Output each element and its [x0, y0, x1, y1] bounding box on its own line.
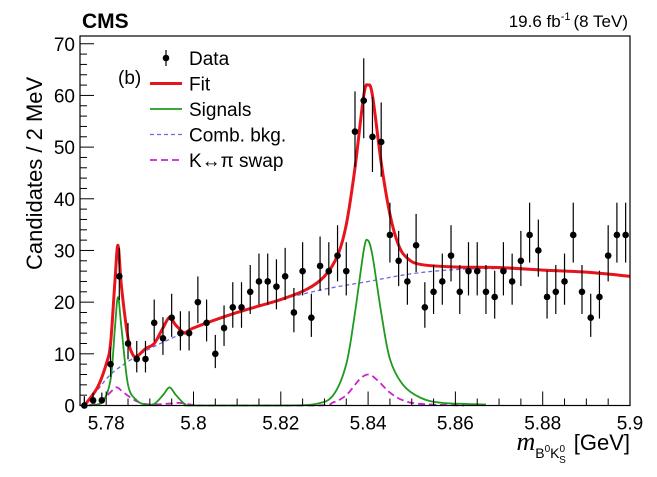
panel-label: (b) — [118, 68, 141, 89]
data-point — [500, 267, 507, 275]
legend-item: Data — [162, 49, 230, 70]
data-point — [439, 278, 446, 285]
data-point — [159, 335, 167, 342]
legend-label: Comb. bkg. — [189, 126, 286, 147]
data-point — [212, 350, 219, 358]
legend-item: Fit — [150, 75, 211, 96]
data-point — [587, 314, 595, 321]
data-point — [622, 231, 629, 239]
data-point — [255, 278, 263, 285]
x-tick-label: 5.8 — [180, 414, 206, 435]
data-point — [561, 278, 568, 285]
legend-label: Signals — [189, 100, 251, 121]
data-point — [115, 273, 123, 280]
data-point — [89, 397, 97, 404]
x-tick-label: 5.82 — [262, 414, 299, 435]
data-point — [613, 231, 621, 239]
y-tick-label: 70 — [54, 35, 75, 56]
y-axis-label: Candidates / 2 MeV — [22, 76, 47, 270]
data-point — [185, 329, 193, 337]
data-point — [430, 288, 437, 296]
data-point — [150, 319, 158, 327]
data-point — [604, 252, 612, 259]
data-point — [395, 257, 402, 265]
data-point — [194, 298, 202, 306]
data-point — [482, 288, 490, 296]
curve-comb-bkg — [83, 267, 631, 406]
legend-item: Signals — [150, 100, 251, 121]
data-point — [535, 247, 542, 254]
x-axis-label: mB0K0 S[GeV] — [516, 427, 630, 466]
data-point — [203, 319, 210, 327]
data-point — [177, 329, 184, 337]
data-point — [316, 262, 324, 270]
legend-item: K↔π swap — [150, 151, 283, 172]
plot-layer — [81, 58, 631, 409]
x-tick-label: 5.9 — [617, 414, 643, 435]
data-point — [229, 304, 237, 311]
legend: Data Fit Signals Comb. bkg. K↔π swap — [150, 49, 286, 172]
data-point — [290, 309, 298, 316]
data-point — [465, 267, 472, 275]
data-point — [325, 267, 333, 275]
data-point — [308, 314, 315, 321]
data-point — [404, 278, 411, 285]
y-tick-label: 10 — [54, 345, 75, 366]
data-point — [342, 267, 350, 275]
legend-label: Data — [189, 49, 230, 70]
x-tick-label: 5.78 — [88, 414, 125, 435]
data-point — [517, 257, 525, 265]
y-tick-label: 40 — [54, 190, 75, 211]
data-point — [377, 138, 385, 146]
data-point — [569, 231, 577, 239]
data-point — [299, 267, 306, 275]
legend-label: K↔π swap — [189, 151, 283, 172]
data-point — [168, 314, 175, 321]
data-point — [273, 283, 280, 290]
x-tick-label: 5.88 — [524, 414, 561, 435]
data-point — [596, 293, 603, 301]
data-point — [360, 97, 368, 104]
data-point — [238, 304, 245, 311]
data-point — [491, 293, 498, 301]
data-point — [552, 288, 560, 296]
data-point — [456, 288, 464, 296]
data-point — [246, 288, 254, 296]
x-tick-label: 5.86 — [437, 414, 474, 435]
data-point — [473, 267, 481, 275]
plot-frame — [79, 35, 631, 407]
data-point — [543, 293, 551, 301]
data-point — [264, 278, 271, 285]
data-point — [281, 273, 289, 280]
data-point — [386, 231, 394, 239]
data-point — [578, 288, 586, 296]
data-point — [412, 241, 420, 249]
y-tick-label: 20 — [54, 293, 75, 314]
axes: 5.78 5.8 5.82 5.84 5.86 5.88 5.9 0 10 20 30 40 50 60 7… — [54, 35, 643, 435]
legend-marker-icon — [162, 54, 170, 62]
data-point — [421, 304, 429, 311]
data-point — [526, 231, 533, 239]
luminosity-label: 19.6 fb-1 (8 TeV) — [509, 11, 628, 31]
legend-label: Fit — [189, 75, 211, 96]
data-point — [107, 360, 114, 368]
data-point — [508, 278, 516, 285]
data-point — [334, 252, 341, 259]
data-point — [351, 128, 359, 135]
data-point — [133, 355, 141, 363]
y-tick-label: 30 — [54, 241, 75, 262]
y-tick-label: 50 — [54, 138, 75, 159]
data-point — [220, 324, 228, 332]
data-point — [142, 355, 149, 363]
legend-item: Comb. bkg. — [150, 126, 286, 147]
x-tick-label: 5.84 — [350, 414, 387, 435]
data-point — [124, 340, 132, 347]
data-point — [447, 252, 455, 259]
data-point — [98, 397, 106, 404]
y-tick-label: 60 — [54, 86, 75, 107]
y-tick-label: 0 — [64, 397, 75, 418]
experiment-label: CMS — [82, 10, 129, 33]
data-point — [369, 133, 376, 141]
